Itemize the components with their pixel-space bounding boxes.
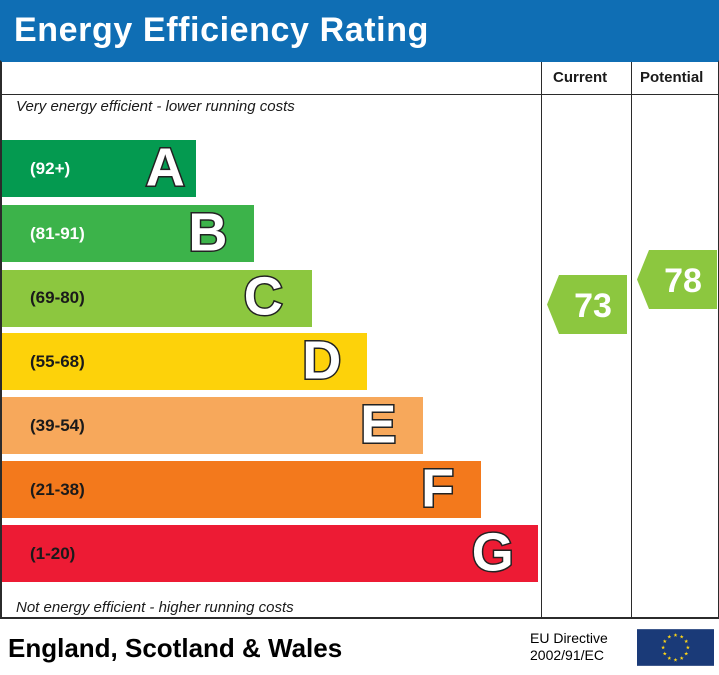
svg-text:G: G [472, 522, 514, 582]
svg-text:D: D [302, 330, 341, 390]
svg-text:A: A [146, 137, 185, 197]
svg-text:B: B [188, 202, 227, 262]
svg-text:F: F [421, 458, 454, 518]
svg-text:73: 73 [574, 287, 612, 325]
svg-text:78: 78 [664, 262, 702, 300]
svg-text:C: C [244, 267, 283, 327]
svg-text:E: E [360, 394, 396, 454]
